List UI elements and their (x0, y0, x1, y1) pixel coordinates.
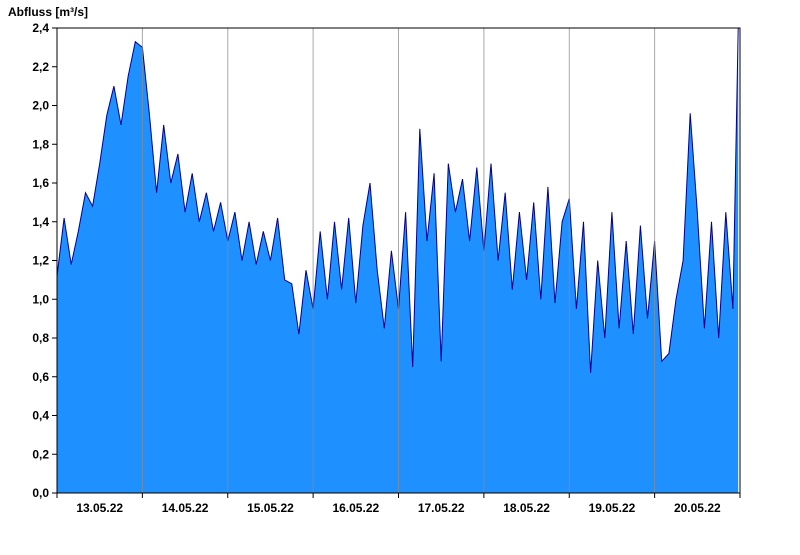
y-tick-label: 0,0 (32, 486, 49, 500)
x-tick-label: 14.05.22 (162, 501, 209, 515)
y-tick-label: 1,2 (32, 254, 49, 268)
y-tick-label: 1,8 (32, 137, 49, 151)
x-tick-label: 18.05.22 (503, 501, 550, 515)
x-tick-label: 15.05.22 (247, 501, 294, 515)
y-tick-label: 0,4 (32, 409, 49, 423)
x-tick-label: 13.05.22 (76, 501, 123, 515)
y-tick-label: 1,6 (32, 176, 49, 190)
y-tick-label: 0,8 (32, 331, 49, 345)
y-tick-label: 2,2 (32, 60, 49, 74)
x-tick-label: 19.05.22 (589, 501, 636, 515)
x-tick-label: 17.05.22 (418, 501, 465, 515)
y-tick-label: 0,6 (32, 370, 49, 384)
area-fill (57, 28, 739, 493)
y-tick-label: 0,2 (32, 447, 49, 461)
chart-title: Abfluss [m³/s] (8, 5, 89, 19)
y-tick-label: 2,0 (32, 99, 49, 113)
x-tick-label: 20.05.22 (674, 501, 721, 515)
y-tick-label: 1,4 (32, 215, 49, 229)
x-tick-label: 16.05.22 (332, 501, 379, 515)
y-tick-label: 2,4 (32, 21, 49, 35)
y-tick-label: 1,0 (32, 292, 49, 306)
